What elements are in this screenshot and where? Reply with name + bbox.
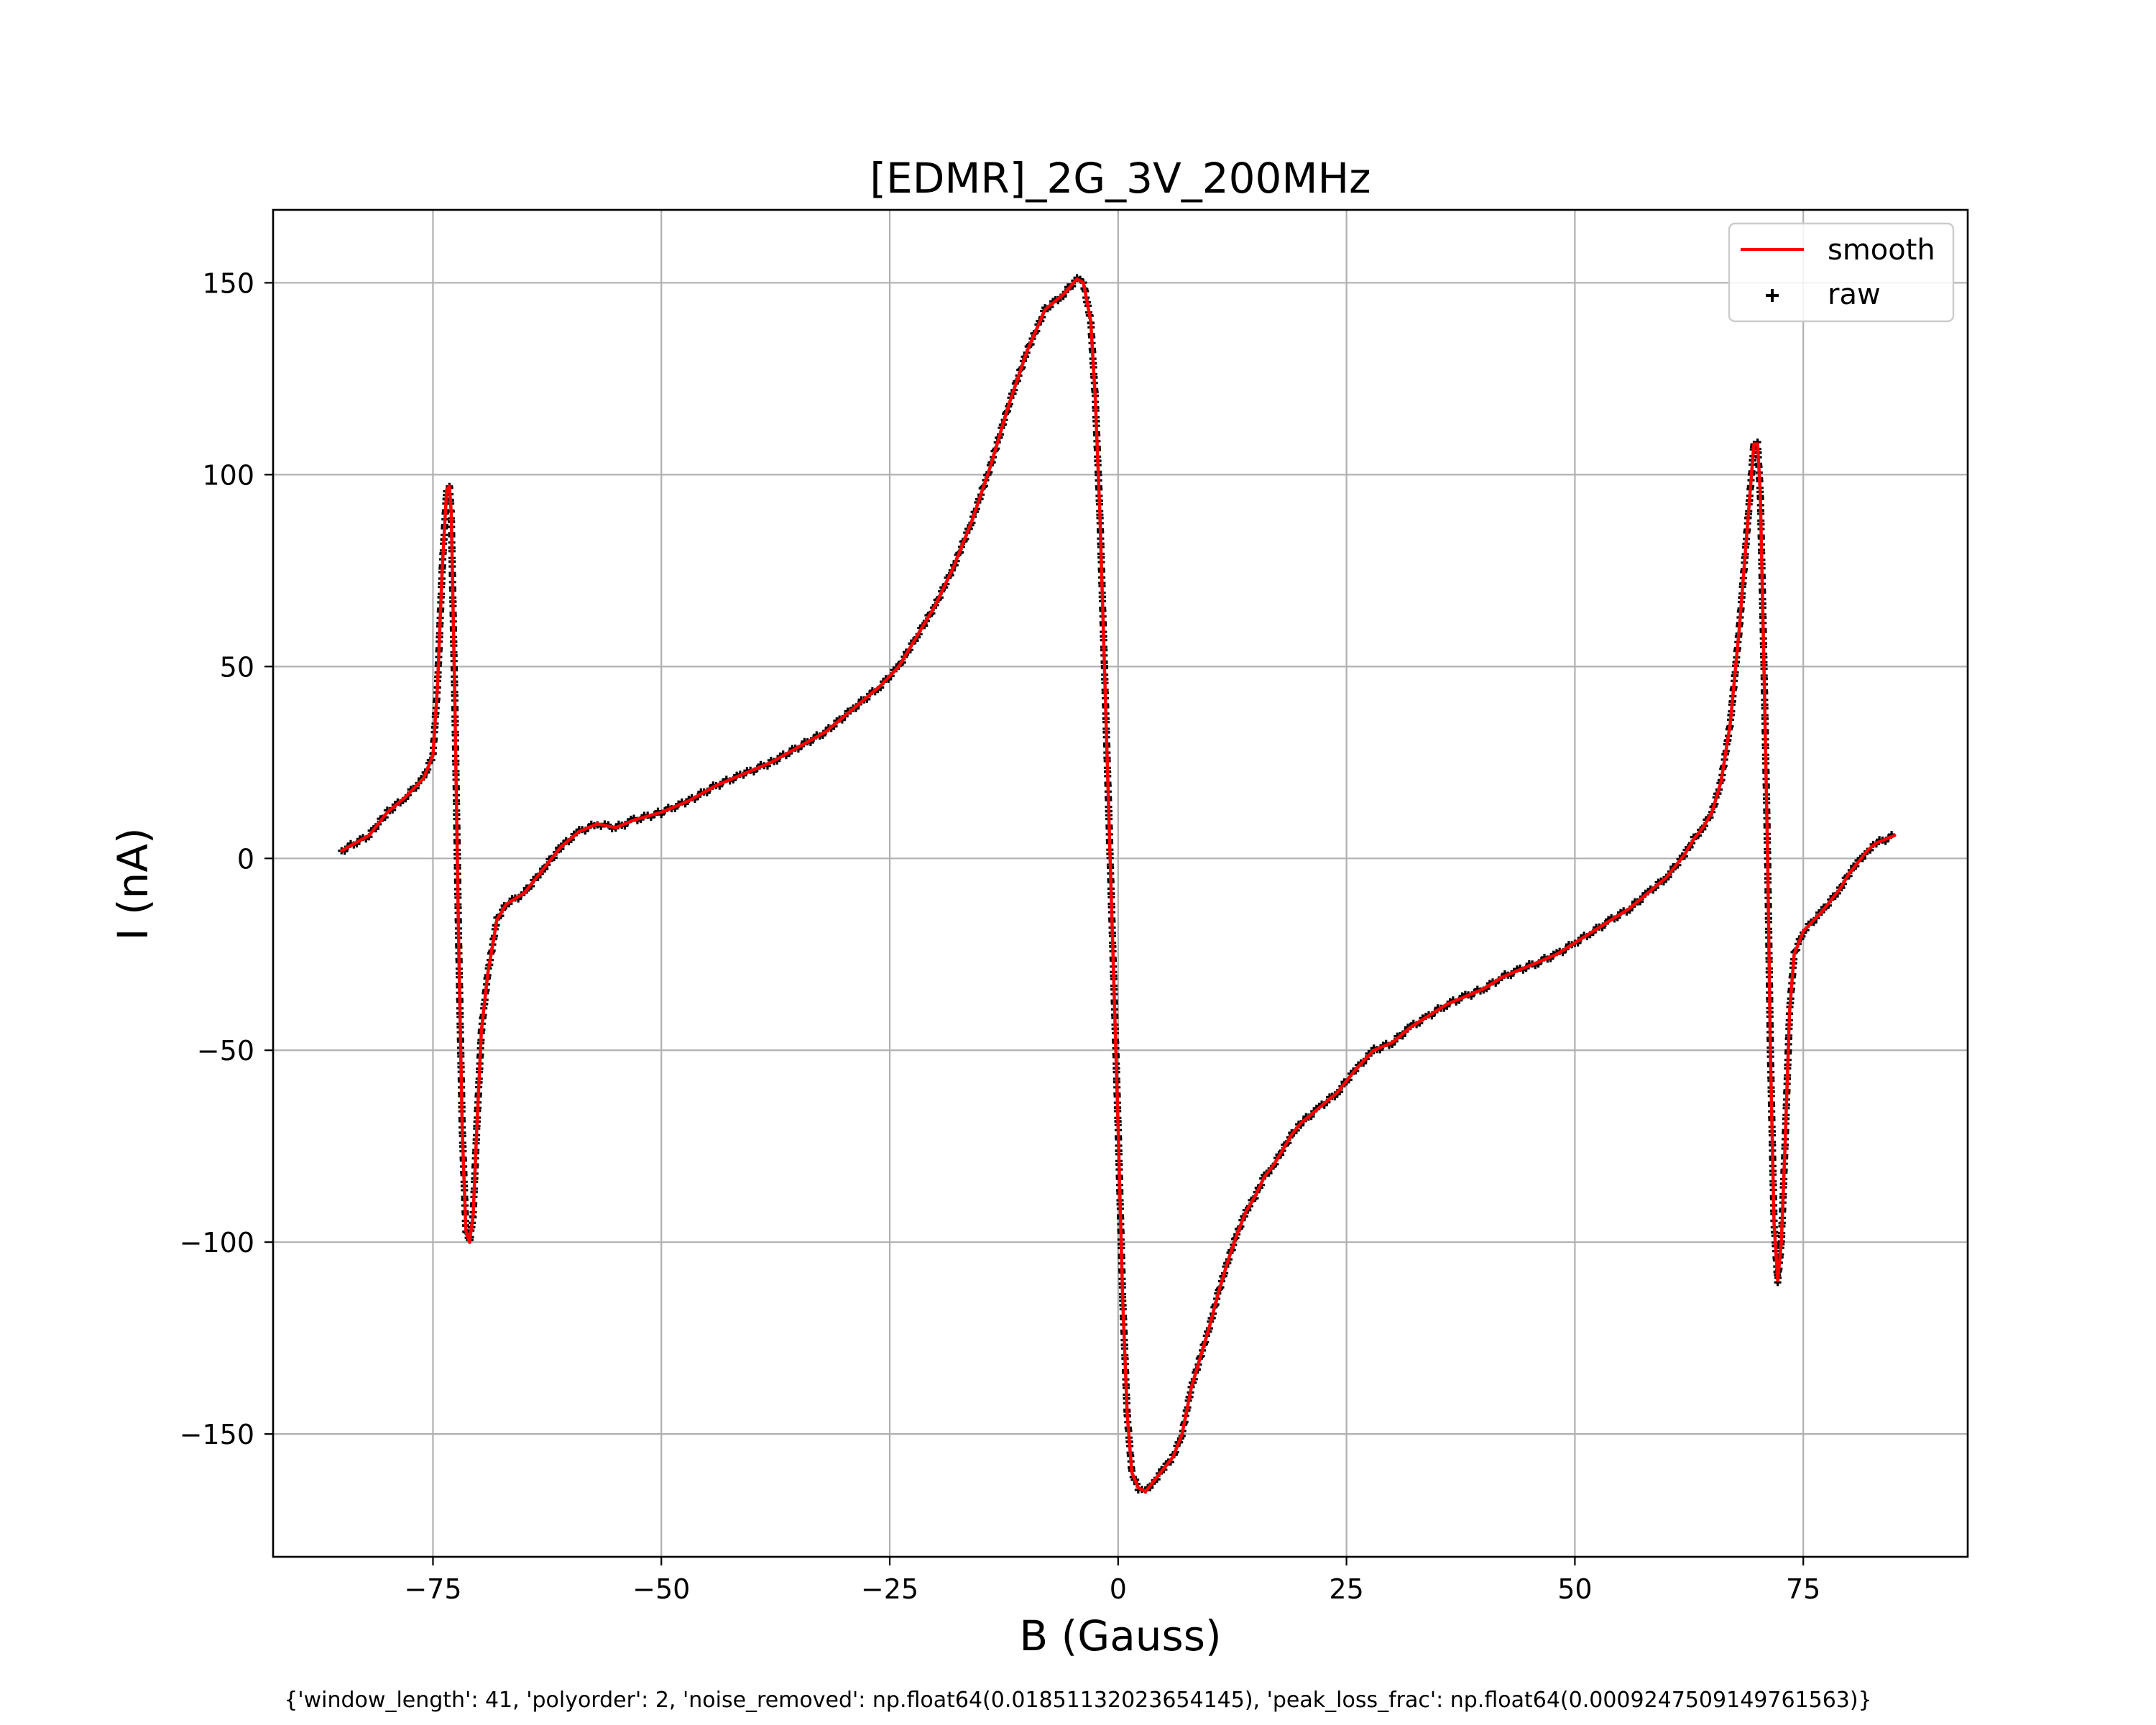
- x-tick-label: 25: [1329, 1573, 1363, 1605]
- y-axis-ticks: −150 −100 −50 0 50 100 150: [180, 267, 273, 1450]
- smooth-line: [340, 277, 1897, 1494]
- x-tick-label: 75: [1786, 1573, 1820, 1605]
- y-tick-label: −50: [197, 1035, 254, 1067]
- plot-frame: [272, 208, 1969, 1558]
- x-tick-label: 0: [1110, 1573, 1127, 1605]
- x-tick-label: 50: [1557, 1573, 1592, 1605]
- y-tick-label: 0: [237, 843, 254, 875]
- y-tick-label: 50: [220, 651, 254, 683]
- chart-title: [EDMR]_2G_3V_200MHz: [870, 154, 1370, 203]
- x-axis-label: B (Gauss): [1019, 1611, 1221, 1660]
- smoothing-parameters-note: {'window_length': 41, 'polyorder': 2, 'n…: [284, 1688, 1872, 1713]
- x-tick-label: −25: [861, 1573, 918, 1605]
- legend-smooth-label: smooth: [1828, 234, 1935, 267]
- x-axis-ticks: −75 −50 −25 0 25 50 75: [404, 1557, 1820, 1605]
- y-tick-label: −100: [180, 1227, 254, 1259]
- x-tick-label: −50: [632, 1573, 690, 1605]
- legend-raw-swatch: [1766, 289, 1779, 302]
- legend-raw-label: raw: [1828, 278, 1881, 311]
- y-tick-label: 150: [202, 267, 254, 299]
- y-axis-label: I (nA): [109, 827, 157, 940]
- y-tick-label: −150: [180, 1419, 254, 1450]
- smooth-series: [340, 277, 1897, 1494]
- y-tick-label: 100: [202, 459, 254, 491]
- legend: smooth raw: [1728, 222, 1955, 323]
- x-tick-label: −75: [404, 1573, 461, 1605]
